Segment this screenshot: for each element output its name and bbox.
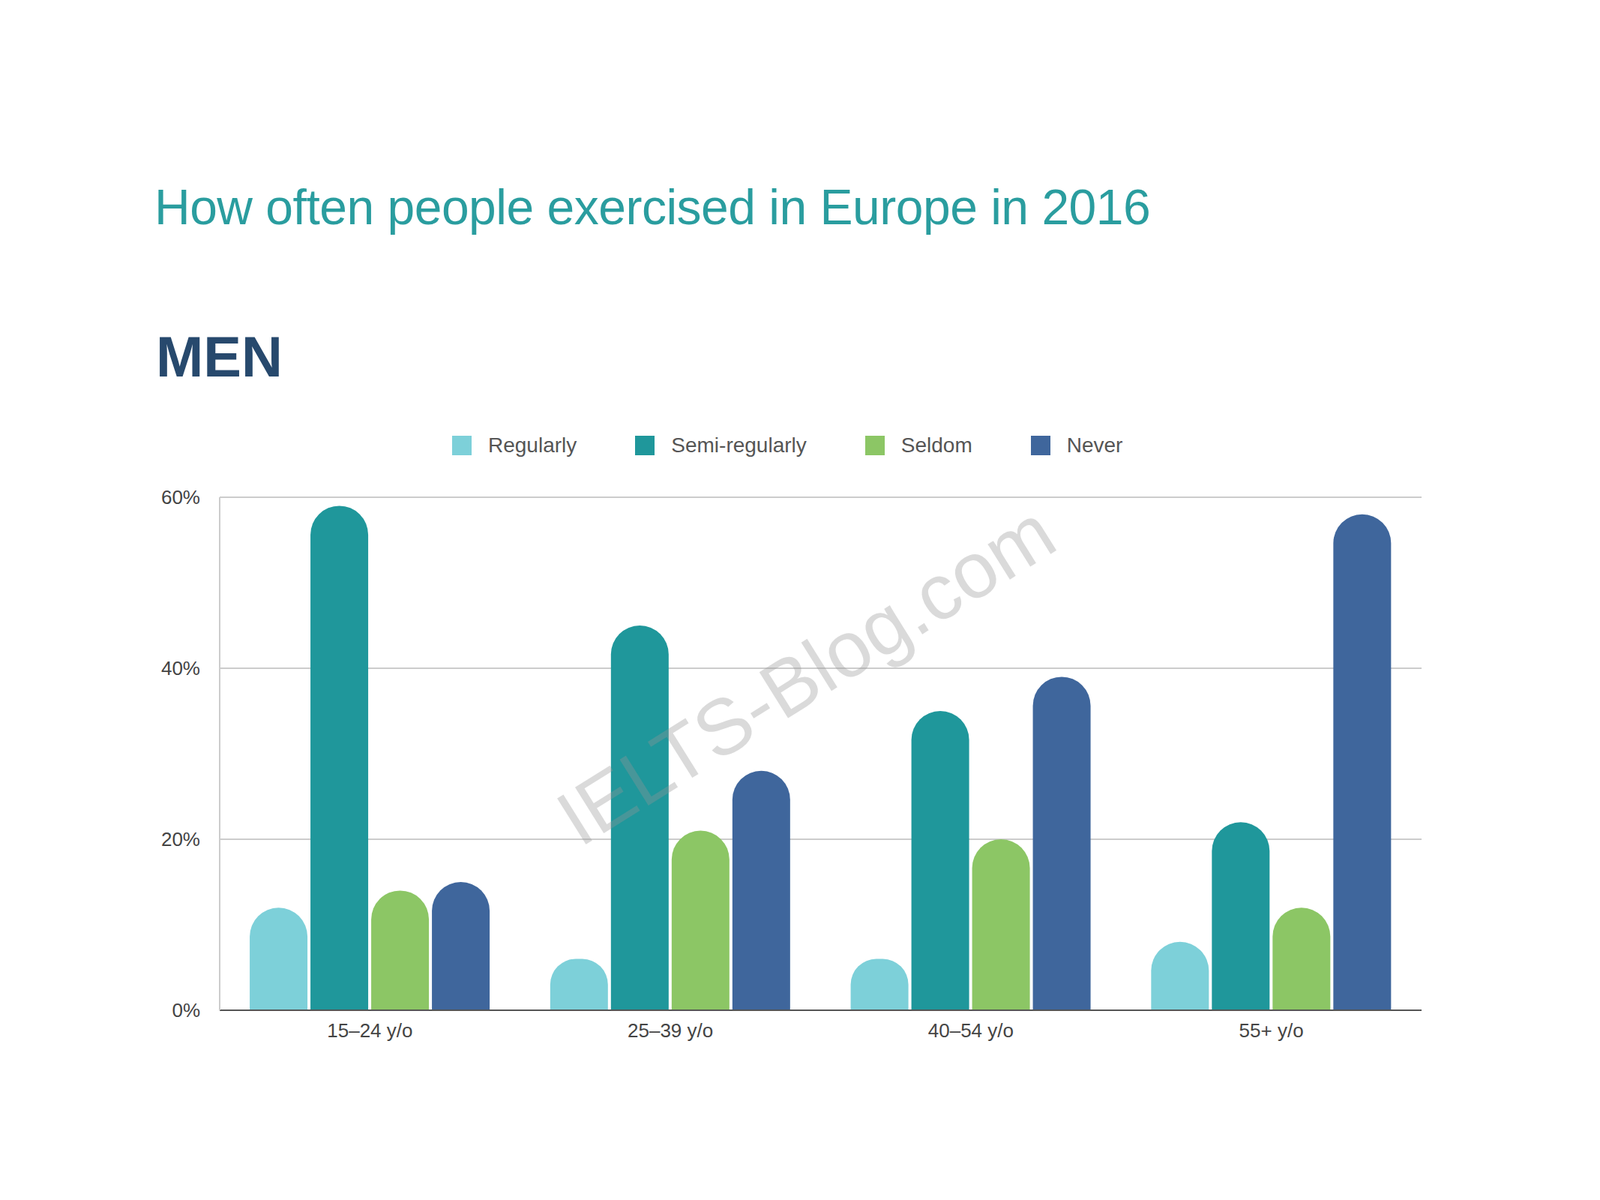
svg-text:25–39 y/o: 25–39 y/o: [627, 1018, 714, 1042]
svg-text:20%: 20%: [161, 827, 201, 851]
html-text:Semi-regularly: Semi-regularly: [671, 433, 807, 457]
html-text:How often people exercised in: How often people exercised in Europe in …: [154, 179, 1151, 235]
html-text:MEN: MEN: [155, 324, 283, 389]
html-text:Never: Never: [1066, 433, 1123, 457]
html-text:IELTS-Blog.com: IELTS-Blog.com: [542, 486, 1070, 863]
svg-text:0%: 0%: [171, 998, 201, 1022]
html-text:Seldom: Seldom: [901, 433, 973, 457]
html-text:Regularly: Regularly: [488, 433, 577, 457]
svg-text:55+ y/o: 55+ y/o: [1239, 1018, 1304, 1042]
svg-text:40–54 y/o: 40–54 y/o: [928, 1018, 1014, 1042]
svg-text:40%: 40%: [161, 656, 201, 680]
svg-text:15–24 y/o: 15–24 y/o: [326, 1018, 413, 1042]
svg-text:60%: 60%: [161, 485, 201, 509]
